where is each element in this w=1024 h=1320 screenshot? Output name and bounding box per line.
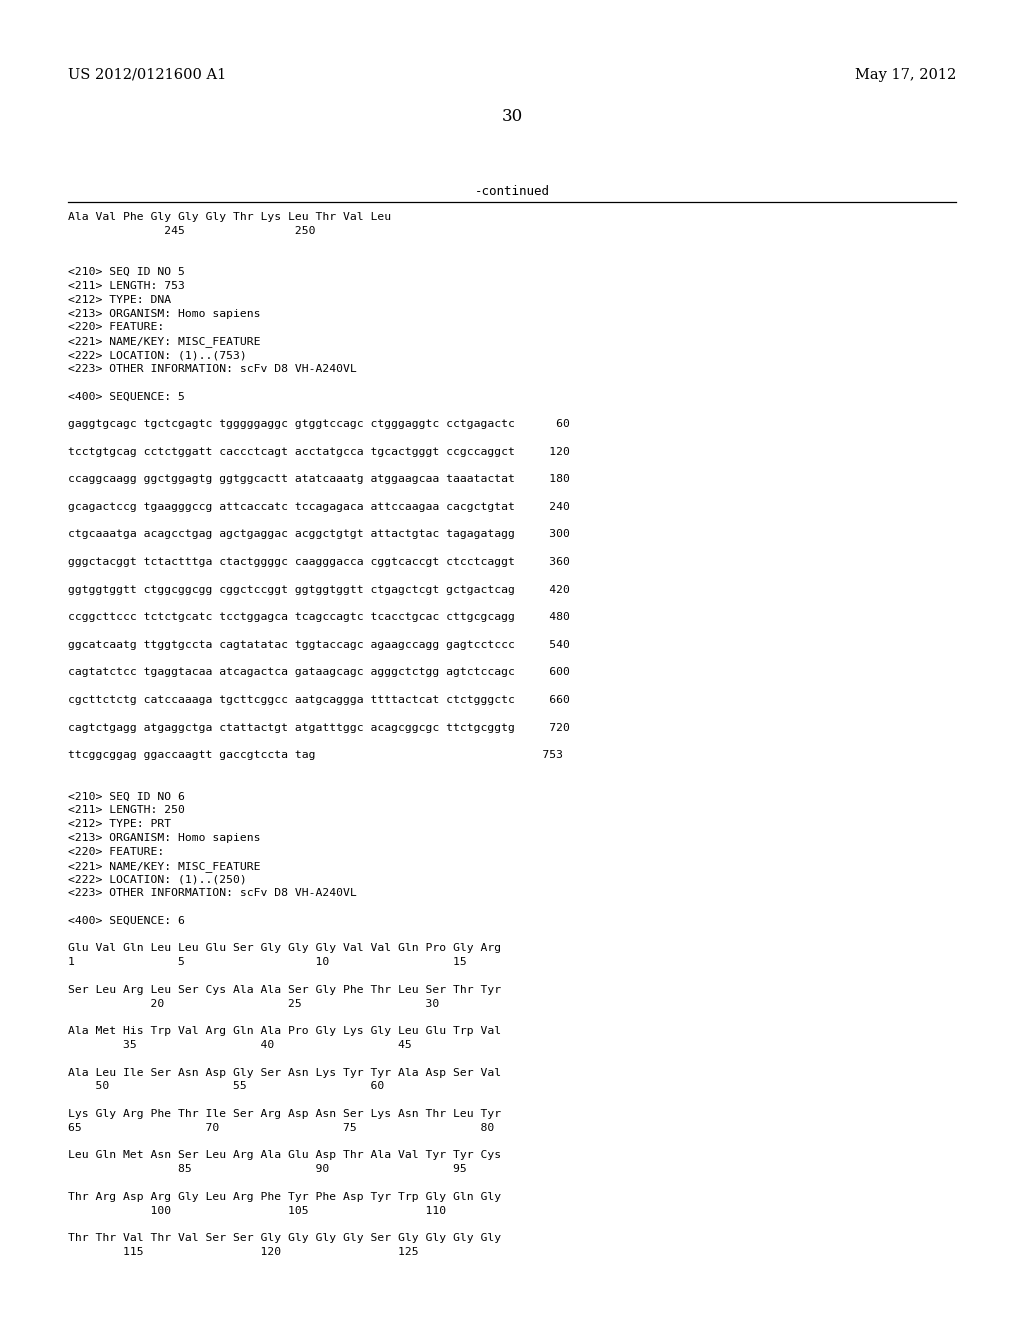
Text: gaggtgcagc tgctcgagtc tgggggaggc gtggtccagc ctgggaggtc cctgagactc      60: gaggtgcagc tgctcgagtc tgggggaggc gtggtcc…	[68, 418, 570, 429]
Text: Thr Arg Asp Arg Gly Leu Arg Phe Tyr Phe Asp Tyr Trp Gly Gln Gly: Thr Arg Asp Arg Gly Leu Arg Phe Tyr Phe …	[68, 1192, 501, 1201]
Text: ccggcttccc tctctgcatc tcctggagca tcagccagtc tcacctgcac cttgcgcagg     480: ccggcttccc tctctgcatc tcctggagca tcagcca…	[68, 612, 570, 622]
Text: <221> NAME/KEY: MISC_FEATURE: <221> NAME/KEY: MISC_FEATURE	[68, 861, 260, 871]
Text: <213> ORGANISM: Homo sapiens: <213> ORGANISM: Homo sapiens	[68, 309, 260, 318]
Text: Ala Leu Ile Ser Asn Asp Gly Ser Asn Lys Tyr Tyr Ala Asp Ser Val: Ala Leu Ile Ser Asn Asp Gly Ser Asn Lys …	[68, 1068, 501, 1077]
Text: US 2012/0121600 A1: US 2012/0121600 A1	[68, 69, 226, 82]
Text: cgcttctctg catccaaaga tgcttcggcc aatgcaggga ttttactcat ctctgggctc     660: cgcttctctg catccaaaga tgcttcggcc aatgcag…	[68, 696, 570, 705]
Text: cagtctgagg atgaggctga ctattactgt atgatttggc acagcggcgc ttctgcggtg     720: cagtctgagg atgaggctga ctattactgt atgattt…	[68, 722, 570, 733]
Text: ctgcaaatga acagcctgag agctgaggac acggctgtgt attactgtac tagagatagg     300: ctgcaaatga acagcctgag agctgaggac acggctg…	[68, 529, 570, 540]
Text: 245                250: 245 250	[68, 226, 315, 236]
Text: <210> SEQ ID NO 5: <210> SEQ ID NO 5	[68, 267, 185, 277]
Text: -continued: -continued	[474, 185, 550, 198]
Text: Ala Met His Trp Val Arg Gln Ala Pro Gly Lys Gly Leu Glu Trp Val: Ala Met His Trp Val Arg Gln Ala Pro Gly …	[68, 1026, 501, 1036]
Text: ggtggtggtt ctggcggcgg cggctccggt ggtggtggtt ctgagctcgt gctgactcag     420: ggtggtggtt ctggcggcgg cggctccggt ggtggtg…	[68, 585, 570, 594]
Text: <400> SEQUENCE: 5: <400> SEQUENCE: 5	[68, 392, 185, 401]
Text: Ala Val Phe Gly Gly Gly Thr Lys Leu Thr Val Leu: Ala Val Phe Gly Gly Gly Thr Lys Leu Thr …	[68, 213, 391, 222]
Text: <222> LOCATION: (1)..(250): <222> LOCATION: (1)..(250)	[68, 874, 247, 884]
Text: 30: 30	[502, 108, 522, 125]
Text: ggcatcaatg ttggtgccta cagtatatac tggtaccagc agaagccagg gagtcctccc     540: ggcatcaatg ttggtgccta cagtatatac tggtacc…	[68, 640, 570, 649]
Text: Glu Val Gln Leu Leu Glu Ser Gly Gly Gly Val Val Gln Pro Gly Arg: Glu Val Gln Leu Leu Glu Ser Gly Gly Gly …	[68, 944, 501, 953]
Text: 20                  25                  30: 20 25 30	[68, 999, 439, 1008]
Text: 115                 120                 125: 115 120 125	[68, 1247, 419, 1257]
Text: <223> OTHER INFORMATION: scFv D8 VH-A240VL: <223> OTHER INFORMATION: scFv D8 VH-A240…	[68, 364, 356, 374]
Text: 65                  70                  75                  80: 65 70 75 80	[68, 1123, 495, 1133]
Text: <221> NAME/KEY: MISC_FEATURE: <221> NAME/KEY: MISC_FEATURE	[68, 337, 260, 347]
Text: 1               5                   10                  15: 1 5 10 15	[68, 957, 467, 968]
Text: <400> SEQUENCE: 6: <400> SEQUENCE: 6	[68, 916, 185, 925]
Text: 85                  90                  95: 85 90 95	[68, 1164, 467, 1175]
Text: Thr Thr Val Thr Val Ser Ser Gly Gly Gly Gly Ser Gly Gly Gly Gly: Thr Thr Val Thr Val Ser Ser Gly Gly Gly …	[68, 1233, 501, 1243]
Text: Lys Gly Arg Phe Thr Ile Ser Arg Asp Asn Ser Lys Asn Thr Leu Tyr: Lys Gly Arg Phe Thr Ile Ser Arg Asp Asn …	[68, 1109, 501, 1119]
Text: <211> LENGTH: 250: <211> LENGTH: 250	[68, 805, 185, 816]
Text: <220> FEATURE:: <220> FEATURE:	[68, 322, 164, 333]
Text: gggctacggt tctactttga ctactggggc caagggacca cggtcaccgt ctcctcaggt     360: gggctacggt tctactttga ctactggggc caaggga…	[68, 557, 570, 568]
Text: cagtatctcc tgaggtacaa atcagactca gataagcagc agggctctgg agtctccagc     600: cagtatctcc tgaggtacaa atcagactca gataagc…	[68, 668, 570, 677]
Text: <210> SEQ ID NO 6: <210> SEQ ID NO 6	[68, 792, 185, 801]
Text: 50                  55                  60: 50 55 60	[68, 1081, 384, 1092]
Text: <212> TYPE: PRT: <212> TYPE: PRT	[68, 820, 171, 829]
Text: Leu Gln Met Asn Ser Leu Arg Ala Glu Asp Thr Ala Val Tyr Tyr Cys: Leu Gln Met Asn Ser Leu Arg Ala Glu Asp …	[68, 1151, 501, 1160]
Text: tcctgtgcag cctctggatt caccctcagt acctatgcca tgcactgggt ccgccaggct     120: tcctgtgcag cctctggatt caccctcagt acctatg…	[68, 446, 570, 457]
Text: Ser Leu Arg Leu Ser Cys Ala Ala Ser Gly Phe Thr Leu Ser Thr Tyr: Ser Leu Arg Leu Ser Cys Ala Ala Ser Gly …	[68, 985, 501, 995]
Text: <222> LOCATION: (1)..(753): <222> LOCATION: (1)..(753)	[68, 350, 247, 360]
Text: <212> TYPE: DNA: <212> TYPE: DNA	[68, 294, 171, 305]
Text: ccaggcaagg ggctggagtg ggtggcactt atatcaaatg atggaagcaa taaatactat     180: ccaggcaagg ggctggagtg ggtggcactt atatcaa…	[68, 474, 570, 484]
Text: <213> ORGANISM: Homo sapiens: <213> ORGANISM: Homo sapiens	[68, 833, 260, 843]
Text: May 17, 2012: May 17, 2012	[855, 69, 956, 82]
Text: 100                 105                 110: 100 105 110	[68, 1205, 446, 1216]
Text: ttcggcggag ggaccaagtt gaccgtccta tag                                 753: ttcggcggag ggaccaagtt gaccgtccta tag 753	[68, 750, 563, 760]
Text: <220> FEATURE:: <220> FEATURE:	[68, 847, 164, 857]
Text: <211> LENGTH: 753: <211> LENGTH: 753	[68, 281, 185, 290]
Text: gcagactccg tgaagggccg attcaccatc tccagagaca attccaagaa cacgctgtat     240: gcagactccg tgaagggccg attcaccatc tccagag…	[68, 502, 570, 512]
Text: <223> OTHER INFORMATION: scFv D8 VH-A240VL: <223> OTHER INFORMATION: scFv D8 VH-A240…	[68, 888, 356, 898]
Text: 35                  40                  45: 35 40 45	[68, 1040, 412, 1049]
